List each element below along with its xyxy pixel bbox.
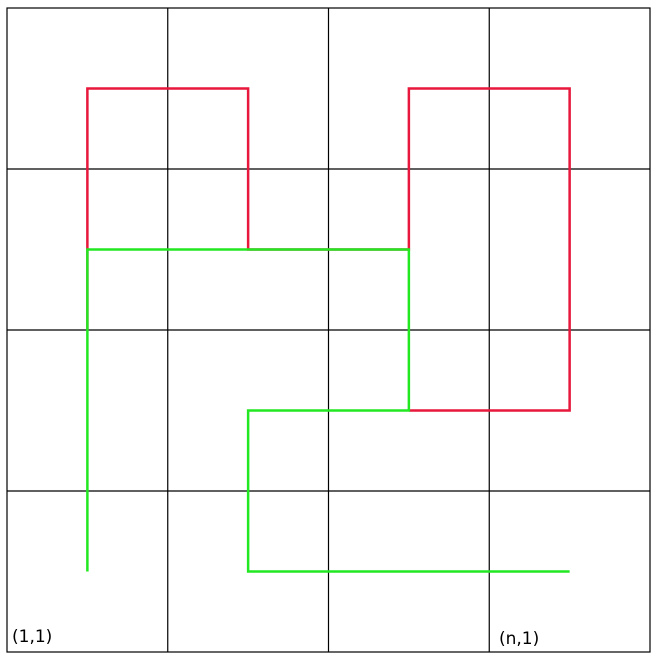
grid-lines xyxy=(6,7,651,653)
green-path xyxy=(86,248,570,573)
label-bottom-right: (n,1) xyxy=(499,629,539,649)
paths xyxy=(86,87,571,573)
label-bottom-left: (1,1) xyxy=(12,627,52,647)
